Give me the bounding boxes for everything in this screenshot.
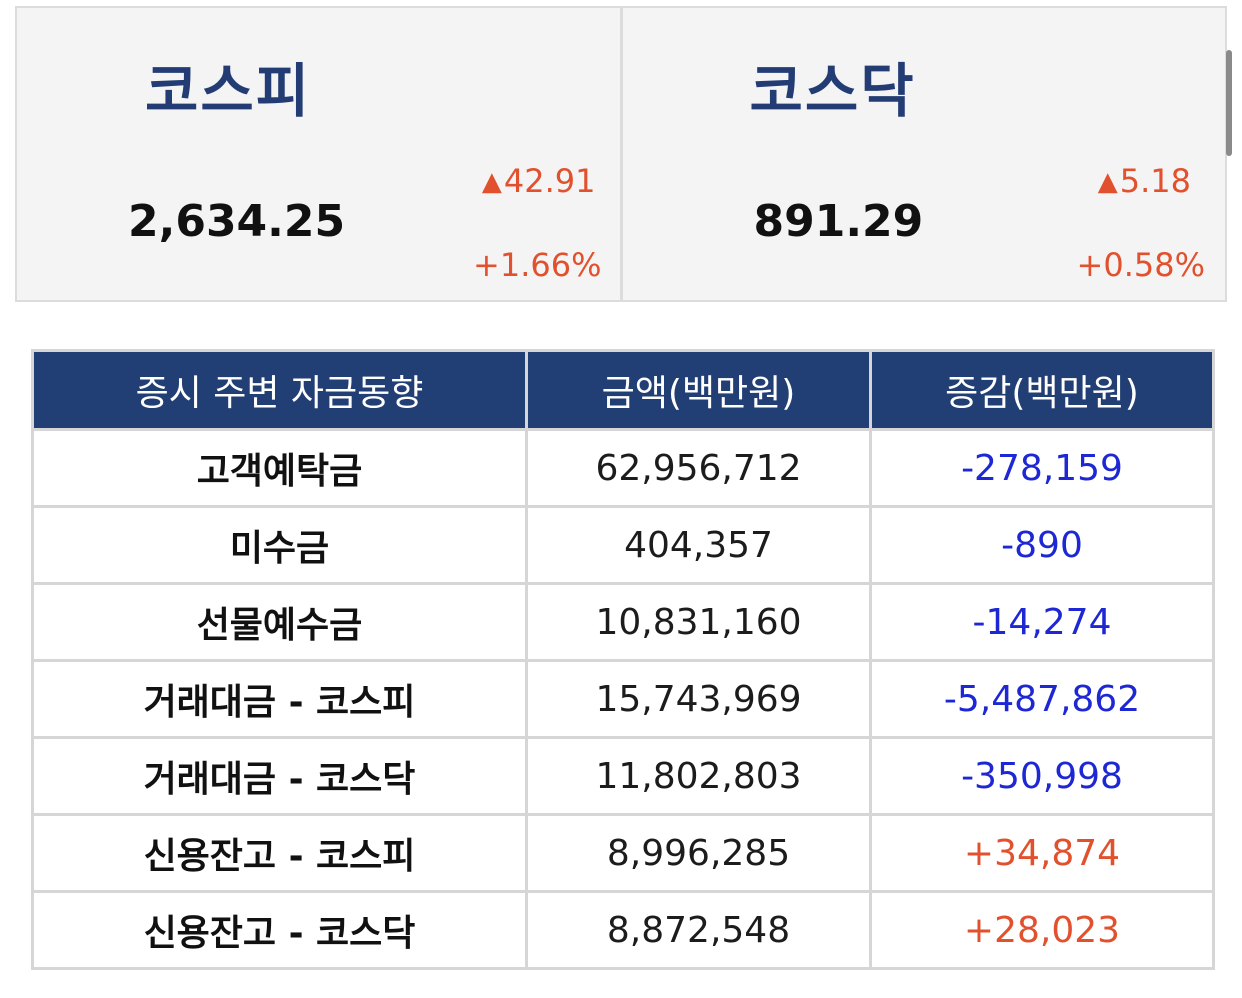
table-row: 거래대금 - 코스닥 11,802,803 -350,998 [31, 736, 1215, 816]
row-amount: 8,872,548 [525, 890, 872, 970]
row-change: -5,487,862 [869, 659, 1215, 739]
row-label: 신용잔고 - 코스닥 [31, 890, 528, 970]
table-row: 거래대금 - 코스피 15,743,969 -5,487,862 [31, 659, 1215, 739]
row-amount: 10,831,160 [525, 582, 872, 662]
row-change: -350,998 [869, 736, 1215, 816]
row-change: -14,274 [869, 582, 1215, 662]
index-value: 2,634.25 [128, 196, 346, 247]
index-change-value: 42.91 [503, 162, 596, 200]
column-header-category: 증시 주변 자금동향 [31, 349, 528, 431]
column-header-amount: 금액(백만원) [525, 349, 872, 431]
table-row: 미수금 404,357 -890 [31, 505, 1215, 585]
table-row: 고객예탁금 62,956,712 -278,159 [31, 428, 1215, 508]
row-label: 거래대금 - 코스닥 [31, 736, 528, 816]
index-change-pct: +1.66% [473, 246, 602, 284]
index-panel-kosdaq[interactable]: 코스닥 891.29 ▲5.18 +0.58% [619, 8, 1226, 300]
row-label: 선물예수금 [31, 582, 528, 662]
row-label: 거래대금 - 코스피 [31, 659, 528, 739]
row-label: 고객예탁금 [31, 428, 528, 508]
scrollbar-thumb[interactable] [1226, 50, 1232, 156]
row-amount: 11,802,803 [525, 736, 872, 816]
index-panel-kospi[interactable]: 코스피 2,634.25 ▲42.91 +1.66% [17, 8, 620, 300]
row-change: -278,159 [869, 428, 1215, 508]
index-summary: 코스피 2,634.25 ▲42.91 +1.66% 코스닥 891.29 ▲5… [15, 6, 1227, 302]
index-change: ▲5.18 [1098, 162, 1191, 200]
fund-flow-table: 증시 주변 자금동향 금액(백만원) 증감(백만원) 고객예탁금 62,956,7… [31, 349, 1215, 970]
index-change: ▲42.91 [482, 162, 596, 200]
row-amount: 404,357 [525, 505, 872, 585]
index-value: 891.29 [753, 196, 924, 247]
up-triangle-icon: ▲ [481, 167, 502, 197]
table-row: 신용잔고 - 코스닥 8,872,548 +28,023 [31, 890, 1215, 970]
up-triangle-icon: ▲ [1097, 167, 1118, 197]
table-row: 신용잔고 - 코스피 8,996,285 +34,874 [31, 813, 1215, 893]
row-change: -890 [869, 505, 1215, 585]
table-row: 선물예수금 10,831,160 -14,274 [31, 582, 1215, 662]
row-amount: 62,956,712 [525, 428, 872, 508]
row-label: 신용잔고 - 코스피 [31, 813, 528, 893]
row-amount: 8,996,285 [525, 813, 872, 893]
index-change-pct: +0.58% [1076, 246, 1205, 284]
index-name: 코스닥 [749, 57, 916, 125]
index-change-value: 5.18 [1119, 162, 1191, 200]
table-header-row: 증시 주변 자금동향 금액(백만원) 증감(백만원) [31, 349, 1215, 431]
row-amount: 15,743,969 [525, 659, 872, 739]
index-name: 코스피 [145, 57, 312, 125]
row-change: +34,874 [869, 813, 1215, 893]
row-label: 미수금 [31, 505, 528, 585]
column-header-change: 증감(백만원) [869, 349, 1215, 431]
table-body: 고객예탁금 62,956,712 -278,159 미수금 404,357 -890 선물예… [31, 428, 1215, 970]
row-change: +28,023 [869, 890, 1215, 970]
